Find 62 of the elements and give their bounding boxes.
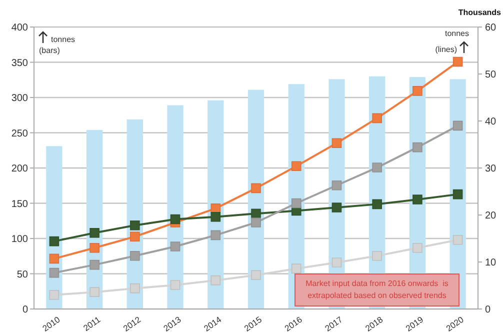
point [452,235,463,245]
point [251,218,261,228]
point [49,268,60,278]
y-tick-label: 350 [11,58,28,69]
point [210,212,221,222]
point [291,264,302,274]
y-tick-label: 200 [11,164,28,174]
point [332,180,342,190]
point [412,142,422,152]
y-axis-title: tonnes (bars) [39,35,76,55]
point [49,290,60,300]
point [210,275,221,286]
point [372,199,382,210]
point [90,260,100,270]
point [332,138,342,148]
point [49,236,60,246]
point [90,228,100,238]
y-tick-label: 0 [22,304,28,316]
point [49,254,60,264]
y2-axis-title: tonnes (lines) [435,29,469,54]
point [332,202,342,212]
point [452,120,463,131]
point [332,258,342,268]
y2-tick-label: 10 [485,258,497,268]
y2-tick-label: 20 [485,210,497,222]
y2-tick-label: 50 [485,70,497,80]
point [130,250,140,261]
y2-tick-label: 30 [485,164,497,174]
y2-tick-label: 40 [485,116,497,128]
point [170,242,180,252]
point [130,283,140,294]
point [130,232,140,242]
point [372,162,382,172]
point [170,280,180,290]
point [291,161,302,172]
annotation: Market input data from 2016 onwards is extrapolated based on observed trends [306,279,448,300]
y-tick-label: 400 [11,22,28,34]
point [170,214,180,224]
point [291,198,302,208]
point [412,243,422,253]
y-tick-label: 300 [11,93,28,104]
point [251,208,261,218]
y2-tick-label: 0 [485,304,491,316]
point [130,220,140,230]
y-tick-label: 250 [11,128,28,140]
point [452,189,463,200]
point [251,183,261,194]
point [372,250,382,261]
point [412,194,422,204]
x-tick-label: 2011 [81,314,102,333]
y-tick-label: 50 [16,269,28,280]
point [210,230,221,240]
point [90,287,100,297]
text: Thousands [458,8,502,17]
point [372,113,382,124]
point [251,270,261,280]
point [412,86,422,96]
point [90,243,100,253]
point [452,56,463,67]
y2-tick-label: 60 [485,22,497,34]
y-tick-label: 150 [11,198,28,210]
y-tick-label: 100 [11,234,28,245]
